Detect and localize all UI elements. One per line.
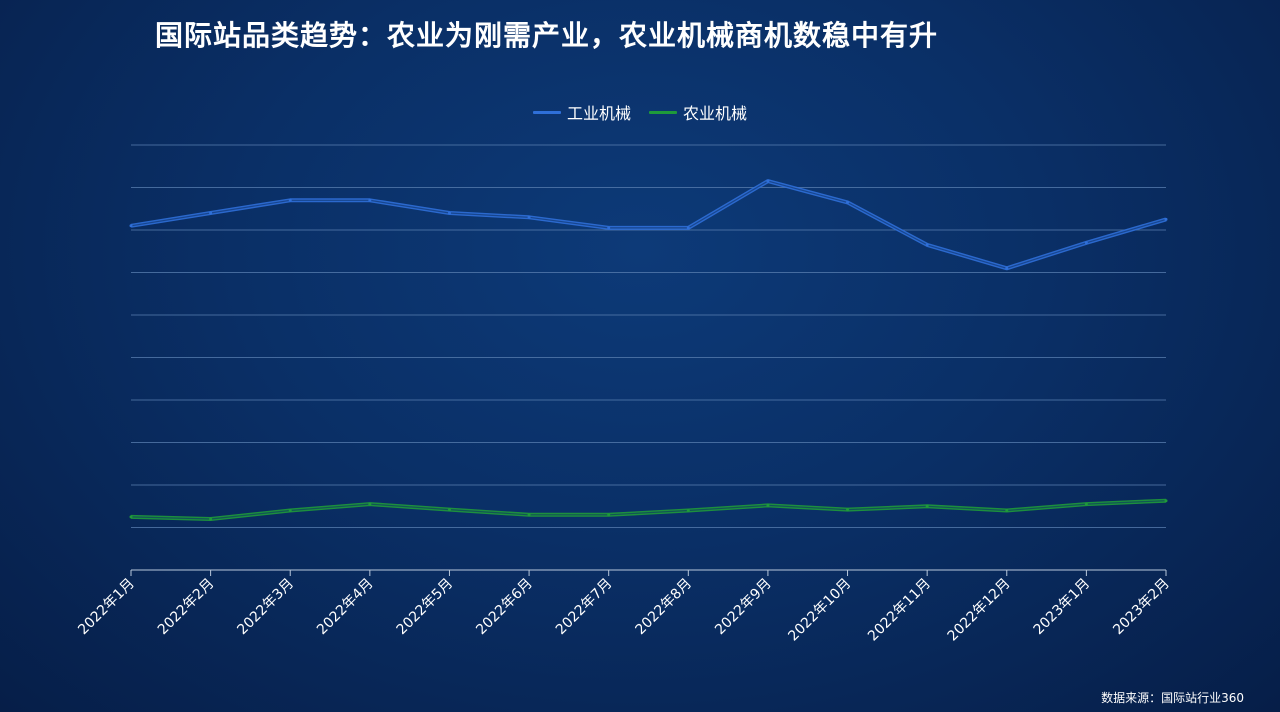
data-point xyxy=(686,509,690,512)
data-point xyxy=(607,226,611,230)
data-point xyxy=(1005,266,1009,270)
x-tick-label: 2022年3月 xyxy=(234,576,297,639)
x-tick-label: 2022年7月 xyxy=(553,576,616,639)
legend: 工业机械 农业机械 xyxy=(0,100,1280,124)
x-tick-label: 2022年6月 xyxy=(473,576,536,639)
data-point xyxy=(1084,502,1088,506)
data-point xyxy=(766,503,770,507)
data-point xyxy=(846,200,850,204)
data-point xyxy=(209,211,213,215)
x-tick-label: 2022年9月 xyxy=(712,576,775,639)
data-point xyxy=(288,509,292,512)
data-point xyxy=(447,508,451,512)
data-point xyxy=(209,517,213,521)
data-point xyxy=(129,515,133,519)
x-tick-label: 2022年10月 xyxy=(785,576,854,645)
legend-swatch-agricultural xyxy=(649,110,677,114)
x-tick-label: 2022年5月 xyxy=(394,576,457,639)
x-tick-label: 2022年2月 xyxy=(155,576,218,639)
legend-label-agricultural: 农业机械 xyxy=(683,104,748,123)
data-point xyxy=(129,224,133,228)
x-tick-label: 2023年2月 xyxy=(1110,576,1173,639)
data-point xyxy=(368,198,372,202)
chart-title: 国际站品类趋势：农业为刚需产业，农业机械商机数稳中有升 xyxy=(155,19,939,52)
x-tick-label: 2022年4月 xyxy=(314,576,377,639)
data-point xyxy=(925,504,929,508)
data-point xyxy=(1005,509,1009,512)
legend-label-industrial: 工业机械 xyxy=(566,104,631,123)
x-tick-label: 2022年11月 xyxy=(865,576,934,645)
series-line-inner xyxy=(130,500,1167,520)
data-point xyxy=(686,226,690,230)
data-point xyxy=(925,243,929,247)
data-point xyxy=(1164,217,1168,221)
data-point xyxy=(288,198,292,202)
data-source-note: 数据来源：国际站行业360 xyxy=(1101,691,1244,705)
data-point xyxy=(368,502,372,506)
legend-item-agricultural[interactable]: 农业机械 xyxy=(649,100,747,124)
data-point xyxy=(1084,241,1088,245)
data-point xyxy=(1164,499,1168,503)
data-point xyxy=(527,215,531,219)
data-point xyxy=(607,513,611,517)
legend-swatch-industrial xyxy=(532,110,561,114)
data-point xyxy=(447,211,451,215)
series-line-inner xyxy=(130,180,1167,269)
data-point xyxy=(846,508,850,512)
x-tick-label: 2022年12月 xyxy=(945,576,1014,645)
x-tick-label: 2023年1月 xyxy=(1031,576,1094,639)
x-tick-label: 2022年1月 xyxy=(75,576,138,639)
data-point xyxy=(527,513,531,517)
legend-item-industrial[interactable]: 工业机械 xyxy=(532,100,631,124)
data-point xyxy=(766,179,770,183)
series-line-outer xyxy=(130,179,1167,271)
x-tick-label: 2022年8月 xyxy=(633,576,696,639)
